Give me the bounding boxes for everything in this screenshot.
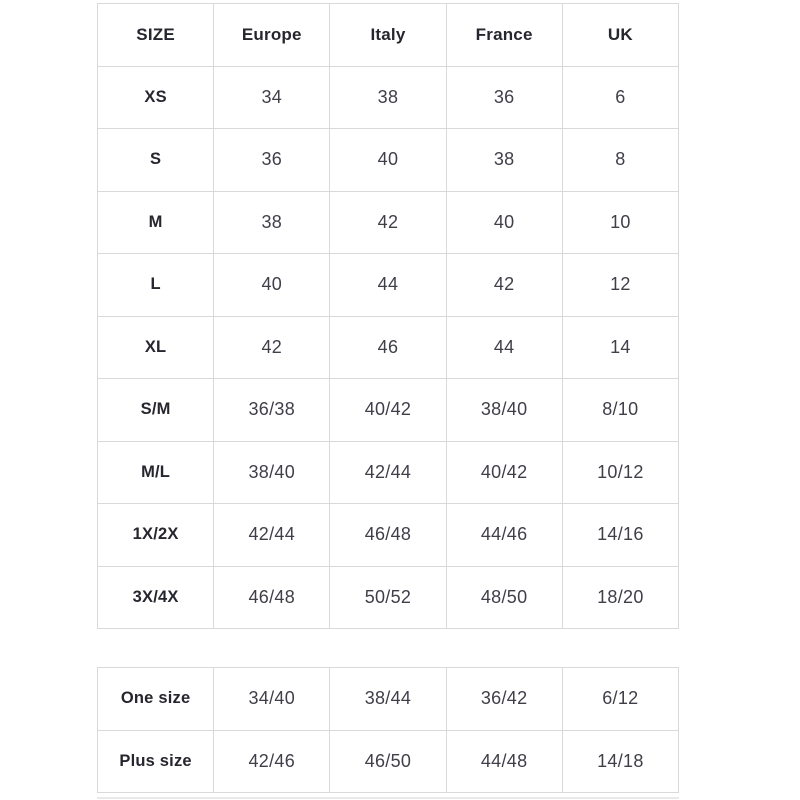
- size-value: 6/12: [561, 667, 680, 731]
- size-value: 44: [329, 253, 447, 317]
- cropped-next-table-border: [97, 797, 679, 799]
- table-row: One size 34/40 38/44 36/42 6/12: [96, 667, 680, 731]
- size-label: XS: [96, 65, 215, 129]
- column-header: Italy: [329, 3, 447, 67]
- size-value: 40/42: [445, 440, 563, 504]
- size-value: 40/42: [329, 378, 447, 442]
- size-value: 12: [561, 253, 680, 317]
- table-row: L 40 44 42 12: [96, 253, 680, 317]
- size-conversion-table: SIZE Europe Italy France UK XS 34 38 36 6 S 36 40 38…: [96, 3, 680, 629]
- size-value: 36/38: [213, 378, 331, 442]
- size-value: 40: [445, 190, 563, 254]
- size-value: 14: [561, 315, 680, 379]
- size-value: 44/46: [445, 503, 563, 567]
- size-value: 36: [213, 128, 331, 192]
- table-row: XL 42 46 44 14: [96, 315, 680, 379]
- table-row: S/M 36/38 40/42 38/40 8/10: [96, 378, 680, 442]
- size-value: 38/44: [329, 667, 447, 731]
- size-label: 1X/2X: [96, 503, 215, 567]
- column-header: UK: [561, 3, 680, 67]
- size-value: 10/12: [561, 440, 680, 504]
- size-value: 10: [561, 190, 680, 254]
- size-value: 38/40: [445, 378, 563, 442]
- size-value: 38: [329, 65, 447, 129]
- size-value: 18/20: [561, 565, 680, 629]
- table-row: 1X/2X 42/44 46/48 44/46 14/16: [96, 503, 680, 567]
- size-value: 42: [445, 253, 563, 317]
- size-label: One size: [96, 667, 215, 731]
- size-value: 46/50: [329, 729, 447, 793]
- column-header: SIZE: [96, 3, 215, 67]
- size-value: 50/52: [329, 565, 447, 629]
- size-label: Plus size: [96, 729, 215, 793]
- size-label: L: [96, 253, 215, 317]
- size-value: 44/48: [445, 729, 563, 793]
- size-table-body: XS 34 38 36 6 S 36 40 38 8 M 38 42 40 10 L 40 44 42 12 XL 42 4…: [96, 65, 680, 629]
- size-value: 40: [213, 253, 331, 317]
- size-value: 46/48: [213, 565, 331, 629]
- size-value: 34: [213, 65, 331, 129]
- size-value: 44: [445, 315, 563, 379]
- size-label: XL: [96, 315, 215, 379]
- size-value: 42/44: [213, 503, 331, 567]
- special-sizes-body: One size 34/40 38/44 36/42 6/12 Plus size 42/4…: [96, 667, 680, 793]
- size-label: S/M: [96, 378, 215, 442]
- size-value: 6: [561, 65, 680, 129]
- table-row: S 36 40 38 8: [96, 128, 680, 192]
- column-header: Europe: [213, 3, 331, 67]
- size-value: 42/44: [329, 440, 447, 504]
- special-sizes-table: One size 34/40 38/44 36/42 6/12 Plus size 42/4…: [96, 667, 680, 793]
- size-value: 46/48: [329, 503, 447, 567]
- table-row: M 38 42 40 10: [96, 190, 680, 254]
- table-row: 3X/4X 46/48 50/52 48/50 18/20: [96, 565, 680, 629]
- size-label: 3X/4X: [96, 565, 215, 629]
- size-value: 8/10: [561, 378, 680, 442]
- size-label: M/L: [96, 440, 215, 504]
- table-row: M/L 38/40 42/44 40/42 10/12: [96, 440, 680, 504]
- size-value: 38: [213, 190, 331, 254]
- size-value: 14/18: [561, 729, 680, 793]
- table-row: XS 34 38 36 6: [96, 65, 680, 129]
- size-value: 38/40: [213, 440, 331, 504]
- size-value: 38: [445, 128, 563, 192]
- table-row: Plus size 42/46 46/50 44/48 14/18: [96, 729, 680, 793]
- header-row: SIZE Europe Italy France UK: [96, 3, 680, 67]
- size-value: 48/50: [445, 565, 563, 629]
- size-value: 42: [329, 190, 447, 254]
- size-value: 42/46: [213, 729, 331, 793]
- size-label: S: [96, 128, 215, 192]
- size-label: M: [96, 190, 215, 254]
- size-value: 46: [329, 315, 447, 379]
- size-value: 8: [561, 128, 680, 192]
- size-table-header: SIZE Europe Italy France UK: [96, 3, 680, 67]
- size-value: 36: [445, 65, 563, 129]
- size-value: 42: [213, 315, 331, 379]
- size-value: 36/42: [445, 667, 563, 731]
- column-header: France: [445, 3, 563, 67]
- size-value: 34/40: [213, 667, 331, 731]
- size-value: 40: [329, 128, 447, 192]
- size-value: 14/16: [561, 503, 680, 567]
